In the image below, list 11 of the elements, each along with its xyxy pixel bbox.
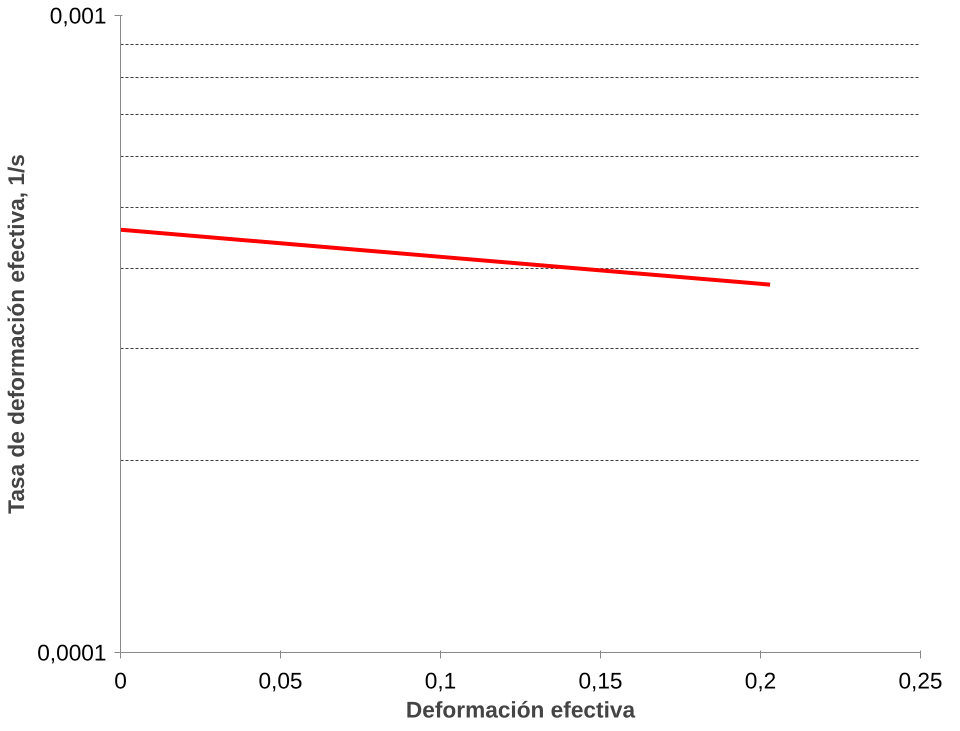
line-series <box>120 228 772 287</box>
x-tick-label: 0,25 <box>898 668 943 694</box>
y-axis-title: Tasa de deformación efectiva, 1/s <box>3 154 30 514</box>
y-tick-label: 0,001 <box>50 2 107 28</box>
x-tick-label: 0 <box>114 668 127 694</box>
x-tick-label: 0,2 <box>744 668 776 694</box>
x-tick-label: 0,15 <box>578 668 623 694</box>
y-tick-label: 0,0001 <box>37 640 106 666</box>
x-axis-title: Deformación efectiva <box>406 696 636 722</box>
x-tick-label: 0,05 <box>258 668 303 694</box>
x-tick-label: 0,1 <box>424 668 456 694</box>
